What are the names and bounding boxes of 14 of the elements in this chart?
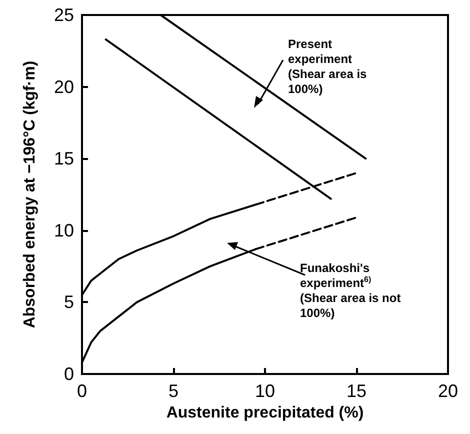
y-tick-label: 15 xyxy=(54,148,74,169)
x-axis-title: Austenite precipitated (%) xyxy=(166,404,364,422)
x-tick-label: 20 xyxy=(438,381,458,401)
x-tick-label: 15 xyxy=(346,381,367,401)
x-tick-label: 10 xyxy=(254,381,276,401)
y-tick-label: 25 xyxy=(54,5,74,25)
y-tick-label: 0 xyxy=(64,364,74,384)
x-tick-label: 0 xyxy=(76,381,88,401)
y-tick-label: 10 xyxy=(54,220,74,240)
y-tick-label: 20 xyxy=(54,76,74,97)
y-tick-label: 5 xyxy=(64,292,74,312)
y-axis-title: Absorbed energy at −196°C (kgf·m) xyxy=(22,60,38,328)
x-tick-label: 5 xyxy=(168,381,179,401)
annotation: Present experiment (Shear area is 100%) xyxy=(288,37,368,96)
